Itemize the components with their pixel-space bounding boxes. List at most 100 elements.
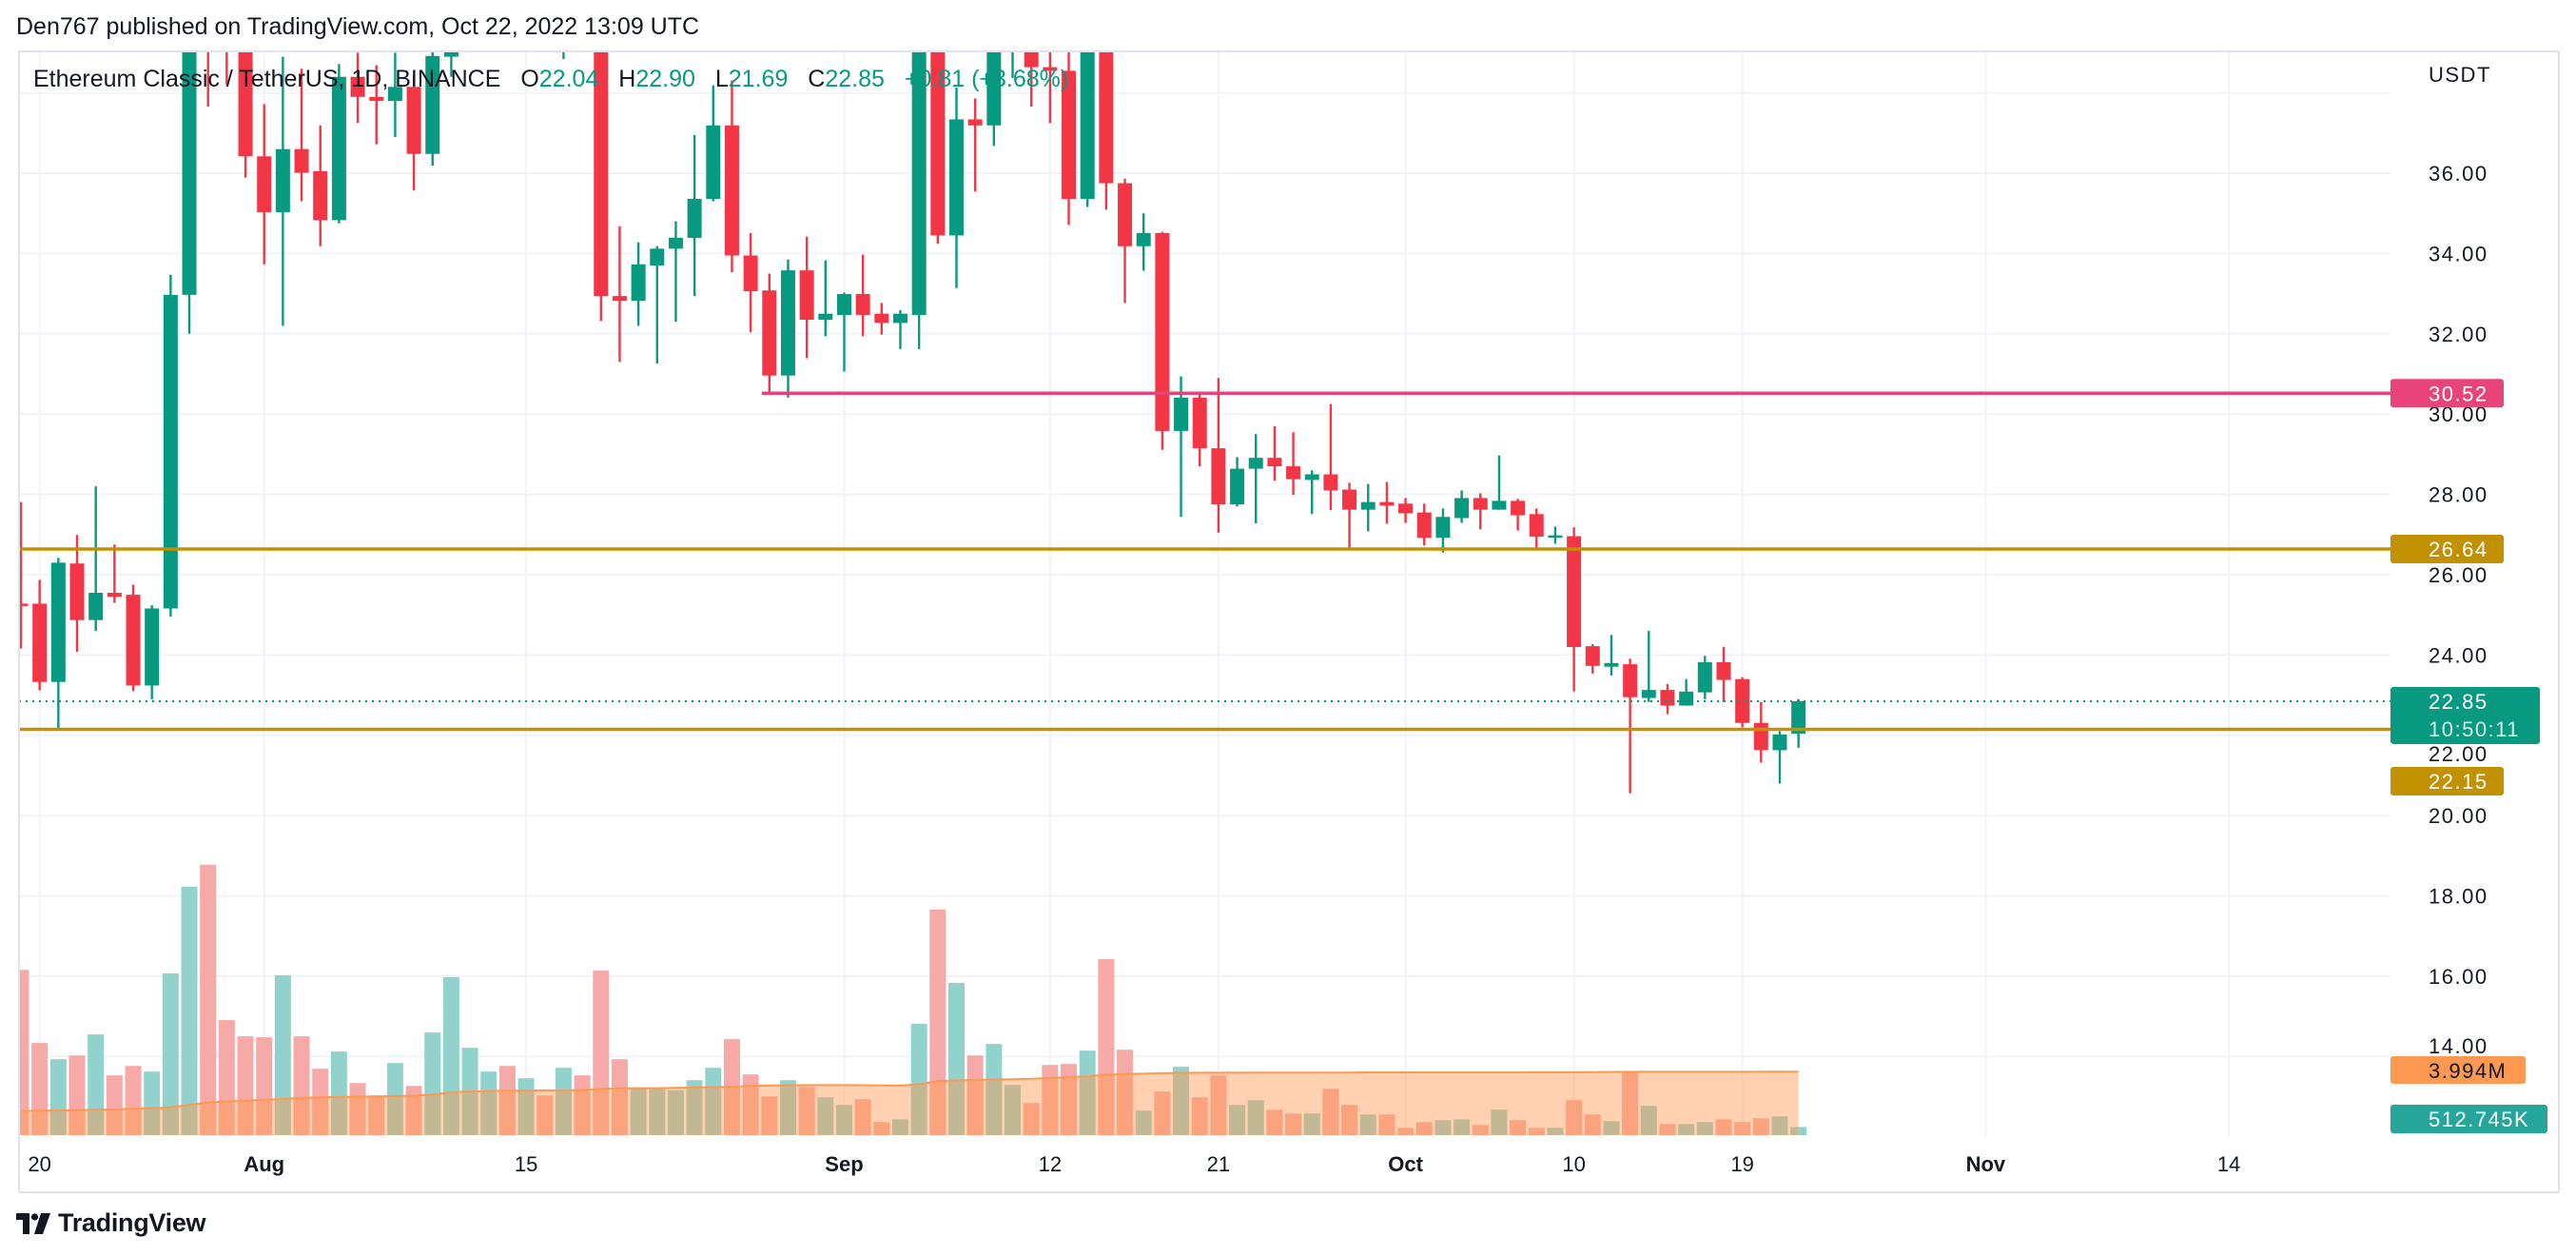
candle-body (1454, 498, 1470, 519)
candle-body (762, 290, 777, 376)
candle (706, 85, 721, 202)
candle (1192, 394, 1207, 467)
candle-body (220, 32, 234, 40)
candle (50, 558, 66, 729)
candle (967, 98, 983, 192)
volume-bar (181, 886, 198, 1135)
candle-body (1043, 67, 1058, 71)
time-axis[interactable]: 20 Aug 15 Sep 12 21 Oct 10 19 Nov 14 (28, 1152, 2240, 1176)
pane-borders (18, 50, 2560, 1193)
candle-body (799, 270, 814, 321)
volume-bar (798, 1087, 815, 1135)
candle (1360, 483, 1376, 532)
candle-body (88, 592, 104, 620)
volume-bar (237, 1036, 254, 1135)
candle-body (1211, 448, 1226, 505)
candle-body (1155, 232, 1170, 431)
candle-body (911, 51, 927, 315)
price-tick-label: 36.00 (2429, 162, 2488, 186)
candle (126, 584, 141, 692)
candle (1267, 425, 1282, 481)
volume-bar (1042, 1065, 1059, 1135)
candle (1791, 698, 1806, 748)
horizontal-lines[interactable] (13, 391, 2391, 732)
candle (1623, 658, 1638, 794)
volume-bar (593, 970, 610, 1135)
candle-body (406, 87, 421, 154)
volume-bar (1285, 1113, 1302, 1135)
candle-body (1585, 646, 1600, 666)
candle (1772, 731, 1787, 784)
candle-body (1791, 700, 1806, 735)
volume-bar (891, 1119, 908, 1135)
candle (1248, 434, 1263, 523)
candle-body (1342, 489, 1357, 510)
candle (799, 236, 814, 359)
candle (930, 51, 946, 245)
volume-bar (1510, 1120, 1527, 1135)
candle-body (163, 294, 178, 609)
candle (1716, 646, 1731, 702)
candle (1024, 51, 1039, 107)
volume-bar (1005, 1085, 1022, 1135)
price-tick-label: 14.00 (2429, 1034, 2488, 1058)
candle (32, 579, 48, 691)
volume-bar (761, 1096, 778, 1135)
candle-body (687, 199, 702, 238)
candle-body (1062, 70, 1077, 200)
candle (1735, 677, 1750, 728)
candle (892, 309, 907, 349)
candle-body (967, 119, 983, 126)
volume-bar (1622, 1072, 1639, 1135)
volume-bar (1173, 1067, 1190, 1135)
candle (1155, 231, 1170, 450)
candle-body (1641, 690, 1656, 698)
candle-body (50, 562, 66, 682)
volume-bar (1678, 1124, 1695, 1135)
candle-body (1548, 535, 1563, 539)
candle-body (1267, 458, 1282, 467)
candle-body (294, 148, 309, 173)
symbol-name[interactable]: Ethereum Classic / TetherUS, 1D, BINANCE (33, 66, 501, 92)
candle-body (892, 313, 907, 324)
candle (1753, 701, 1768, 763)
low-value: 21.69 (728, 66, 789, 92)
candle (1211, 378, 1226, 533)
candle-body (1005, 32, 1020, 40)
volume-bar (1098, 958, 1115, 1135)
candle-body (1304, 474, 1319, 481)
candle-body (1099, 51, 1114, 184)
candle-body (743, 255, 758, 292)
volume-bar (1771, 1116, 1788, 1135)
candle-body (145, 608, 160, 686)
candle (1323, 403, 1338, 511)
candle (855, 254, 870, 337)
candle-body (949, 119, 964, 236)
tradingview-logo[interactable]: TradingView (16, 1208, 206, 1238)
candle (88, 486, 104, 632)
candle-body (1623, 664, 1638, 697)
grid (19, 51, 2391, 1137)
volume-bar (854, 1099, 871, 1135)
candle-body (631, 264, 646, 302)
candle (594, 51, 609, 322)
volume-bar (256, 1037, 273, 1135)
volume-bar (68, 1055, 86, 1135)
volume-bar (1079, 1050, 1096, 1135)
volume-bar (1434, 1120, 1452, 1135)
volume-bar (1715, 1119, 1732, 1135)
candle (1304, 470, 1319, 515)
candle (425, 51, 440, 166)
candle (874, 303, 889, 335)
price-axis[interactable]: 36.0034.0032.0030.0028.0026.0024.0022.00… (2429, 162, 2488, 1058)
volume-bar (910, 1024, 927, 1135)
volume-bar (144, 1071, 161, 1135)
time-tick-label: 21 (1207, 1152, 1230, 1176)
price-tick-label: 18.00 (2429, 885, 2488, 909)
candle (443, 51, 459, 77)
candle (107, 544, 122, 603)
candle-body (556, 32, 571, 40)
volume-bar (125, 1066, 142, 1135)
candle-body (201, 32, 215, 40)
